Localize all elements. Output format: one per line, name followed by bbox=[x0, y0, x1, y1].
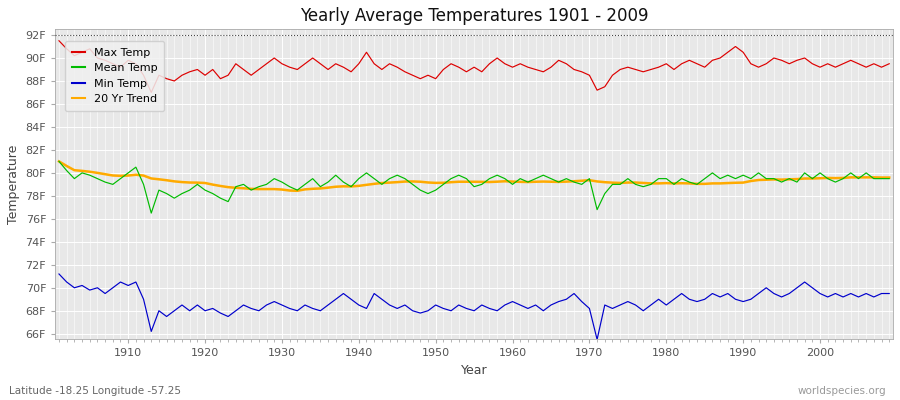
Text: Latitude -18.25 Longitude -57.25: Latitude -18.25 Longitude -57.25 bbox=[9, 386, 181, 396]
X-axis label: Year: Year bbox=[461, 364, 488, 377]
Legend: Max Temp, Mean Temp, Min Temp, 20 Yr Trend: Max Temp, Mean Temp, Min Temp, 20 Yr Tre… bbox=[65, 41, 164, 111]
Title: Yearly Average Temperatures 1901 - 2009: Yearly Average Temperatures 1901 - 2009 bbox=[300, 7, 648, 25]
Text: worldspecies.org: worldspecies.org bbox=[798, 386, 886, 396]
Y-axis label: Temperature: Temperature bbox=[7, 145, 20, 224]
